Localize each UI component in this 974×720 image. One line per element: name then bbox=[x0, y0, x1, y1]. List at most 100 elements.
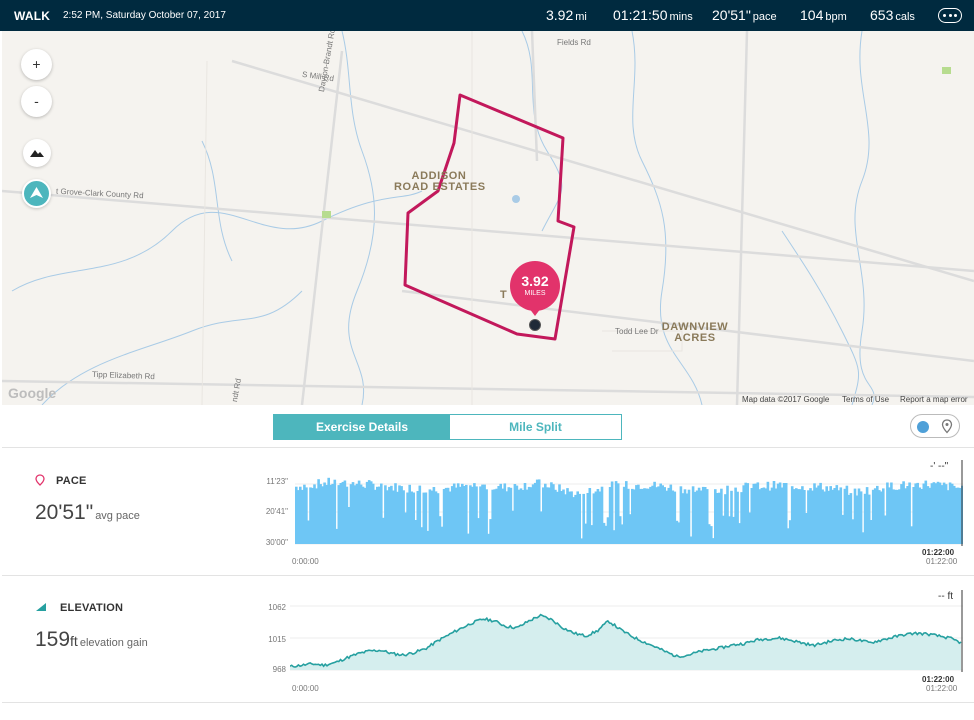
pace-bar bbox=[588, 488, 592, 544]
pace-bar bbox=[596, 489, 600, 544]
pace-bar bbox=[444, 487, 448, 544]
pace-bar bbox=[353, 485, 357, 544]
pace-bar bbox=[928, 487, 932, 544]
pace-bar bbox=[501, 488, 505, 544]
pace-bar bbox=[339, 483, 343, 544]
divider bbox=[2, 702, 974, 703]
elevation-x-end: 01:22:00 bbox=[926, 684, 958, 693]
pace-bar bbox=[894, 489, 897, 544]
pace-bar bbox=[807, 490, 810, 544]
pace-bar bbox=[764, 488, 768, 544]
pace-bar bbox=[950, 483, 954, 544]
pace-bar bbox=[495, 488, 498, 544]
pace-bar bbox=[515, 485, 519, 544]
pace-bar bbox=[835, 485, 839, 544]
pace-bar bbox=[616, 483, 620, 544]
pace-bar bbox=[633, 489, 636, 544]
distance-marker[interactable]: 3.92 MILES bbox=[510, 261, 560, 311]
pace-bar bbox=[311, 487, 314, 544]
pace-bar bbox=[861, 532, 865, 544]
pace-bar bbox=[347, 507, 351, 544]
pace-bar bbox=[430, 490, 434, 544]
pace-bar bbox=[459, 486, 462, 544]
pace-bar bbox=[705, 489, 709, 544]
pace-y-tick: 30'00" bbox=[265, 538, 288, 547]
tab-exercise-details[interactable]: Exercise Details bbox=[274, 415, 450, 439]
pace-bar bbox=[952, 485, 956, 544]
tab-mile-split[interactable]: Mile Split bbox=[450, 415, 621, 439]
elevation-x-end-marker: 01:22:00 bbox=[922, 675, 955, 684]
pace-bar bbox=[637, 484, 640, 544]
pace-bar bbox=[422, 492, 426, 544]
pace-bar bbox=[558, 484, 561, 544]
pace-bar bbox=[388, 486, 391, 544]
pace-bar bbox=[926, 486, 930, 544]
recenter-button[interactable] bbox=[22, 179, 51, 208]
pace-bar bbox=[625, 481, 628, 544]
pace-bar bbox=[525, 489, 529, 544]
terms-link[interactable]: Terms of Use bbox=[842, 395, 890, 404]
pace-bar bbox=[884, 515, 887, 544]
pace-bar bbox=[788, 520, 792, 544]
heart-rate-stat: 104 bpm bbox=[800, 7, 847, 23]
pace-pin-icon bbox=[35, 474, 45, 486]
pace-bar bbox=[954, 487, 958, 544]
elevation-y-tick: 1062 bbox=[268, 603, 286, 612]
activity-header: WALK 2:52 PM, Saturday October 07, 2017 … bbox=[0, 0, 974, 31]
pace-bar bbox=[867, 494, 871, 544]
pace-bar bbox=[778, 482, 782, 544]
pace-bar bbox=[574, 494, 577, 544]
pace-bar bbox=[823, 491, 826, 544]
pace-chart[interactable] bbox=[295, 460, 963, 546]
pace-bar bbox=[382, 517, 385, 544]
terrain-toggle-button[interactable] bbox=[23, 139, 51, 167]
zoom-in-button[interactable]: + bbox=[21, 49, 52, 80]
pace-bar bbox=[452, 483, 456, 544]
pace-bar bbox=[497, 486, 500, 544]
divider bbox=[2, 575, 974, 576]
pace-bar bbox=[544, 483, 547, 544]
pace-bar bbox=[827, 490, 830, 544]
pace-bar bbox=[371, 483, 375, 544]
pace-bar bbox=[426, 530, 430, 544]
pace-bar bbox=[851, 519, 855, 544]
pace-bar bbox=[511, 510, 515, 544]
pace-bar bbox=[819, 482, 822, 544]
pace-bar bbox=[365, 481, 369, 544]
report-map-error-link[interactable]: Report a map error bbox=[900, 395, 968, 404]
pace-bar bbox=[784, 483, 788, 544]
pace-bar bbox=[436, 493, 440, 544]
pace-bar bbox=[716, 493, 719, 544]
pace-bar bbox=[481, 484, 484, 544]
pace-bar bbox=[849, 493, 853, 544]
pace-bar bbox=[564, 494, 567, 544]
elevation-value: 159ft elevation gain bbox=[35, 628, 148, 651]
pace-bar bbox=[485, 489, 488, 544]
more-options-button[interactable] bbox=[938, 8, 962, 23]
pace-bar bbox=[418, 485, 422, 544]
place-label: ADDISON ROAD ESTATES bbox=[394, 170, 486, 193]
map-view-toggle[interactable] bbox=[910, 414, 960, 438]
pace-bar bbox=[535, 479, 539, 544]
elevation-chart[interactable] bbox=[290, 590, 963, 672]
pace-bar bbox=[865, 487, 869, 544]
pace-bar bbox=[618, 516, 622, 544]
map-attribution: Map data ©2017 Google bbox=[742, 395, 830, 404]
pace-bar bbox=[758, 489, 762, 544]
pace-bar bbox=[386, 490, 389, 544]
pace-bar bbox=[608, 487, 612, 544]
pace-bar bbox=[726, 485, 729, 544]
pace-bar bbox=[878, 490, 881, 544]
route-map[interactable]: + - Fields Rd S Mill Rd Dayton-Brandt Rd… bbox=[2, 31, 974, 405]
pace-bar bbox=[509, 487, 513, 544]
pace-bar bbox=[871, 489, 875, 544]
pace-bar bbox=[566, 488, 569, 544]
dot-icon bbox=[917, 421, 929, 433]
pace-bar bbox=[507, 487, 511, 544]
pace-bar bbox=[392, 490, 395, 544]
pace-bar bbox=[746, 483, 749, 544]
pace-bar bbox=[659, 483, 662, 544]
zoom-out-button[interactable]: - bbox=[21, 86, 52, 117]
pace-bar bbox=[732, 516, 735, 544]
pace-bar bbox=[799, 489, 802, 544]
